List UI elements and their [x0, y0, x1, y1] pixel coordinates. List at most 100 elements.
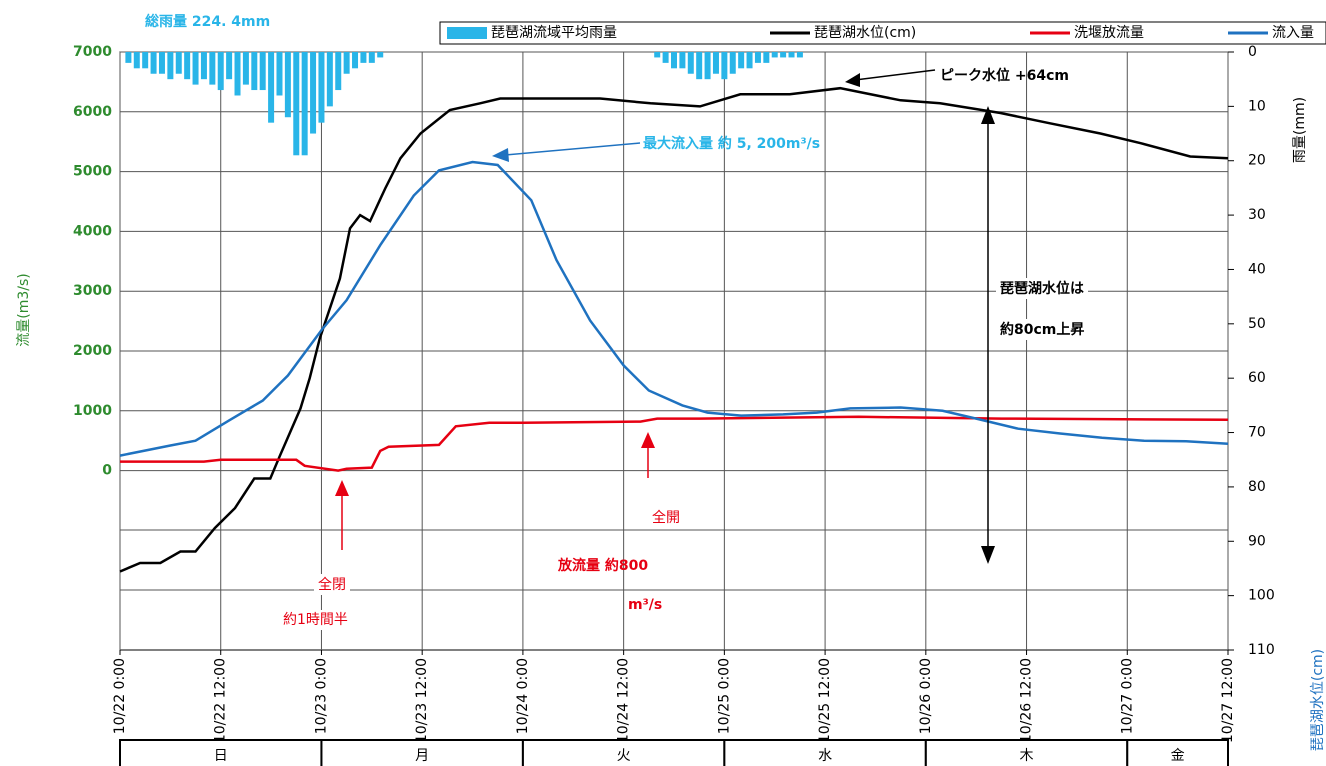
- annotation: 最大流入量 約 5, 200m³/s: [643, 135, 820, 152]
- rain-bar: [293, 52, 300, 156]
- rain-bar: [343, 52, 350, 74]
- arrowhead: [981, 106, 995, 124]
- rain-bar: [377, 52, 384, 58]
- rain-bar: [133, 52, 140, 69]
- annotation-bg: [279, 610, 352, 630]
- arrows: [335, 69, 995, 564]
- rain-bar: [142, 52, 149, 69]
- rain-bar: [679, 52, 686, 69]
- rain-bar: [226, 52, 233, 80]
- arrow: [504, 142, 641, 156]
- annotation: 全閉: [318, 576, 346, 593]
- rain-bar: [192, 52, 199, 85]
- rain-bar: [209, 52, 216, 85]
- y2-tick-label: 110: [1248, 642, 1275, 658]
- day-cell: [924, 739, 1129, 766]
- day-cell: [723, 739, 927, 766]
- legend-label: 琵琶湖水位(cm): [814, 25, 916, 41]
- annotation: 放流量 約800: [557, 557, 648, 574]
- rain-bar: [712, 52, 719, 74]
- day-label: 火: [617, 748, 631, 764]
- arrowhead: [335, 480, 349, 496]
- rain-bar: [234, 52, 241, 96]
- y-tick-label: 2000: [73, 343, 112, 359]
- rain-bar: [721, 52, 728, 80]
- y2-tick-label: 20: [1248, 153, 1266, 169]
- x-tick-label: 10/23 12:00: [414, 658, 430, 743]
- x-tick-label: 10/26 12:00: [1019, 658, 1035, 743]
- rain-bar: [788, 52, 795, 58]
- x-tick-label: 10/25 0:00: [716, 658, 732, 734]
- rain-bar: [158, 52, 165, 74]
- y-tick-label: 1000: [73, 403, 112, 419]
- annotation: 全開: [652, 509, 680, 526]
- x-tick-label: 10/26 0:00: [918, 658, 934, 734]
- day-label: 金: [1171, 748, 1185, 764]
- annotation-bg: [996, 278, 1088, 299]
- y-tick-label: 4000: [73, 223, 112, 239]
- rain-bar: [738, 52, 745, 69]
- rain-bar: [276, 52, 283, 96]
- rain-bar: [763, 52, 770, 63]
- arrowhead: [845, 73, 860, 87]
- rain-bar: [687, 52, 694, 74]
- y2-tick-label: 0: [1248, 44, 1257, 60]
- rain-bar: [335, 52, 342, 91]
- y-tick-label: 0: [102, 463, 112, 479]
- rain-bar: [368, 52, 375, 63]
- series-line: [119, 86, 1229, 573]
- annotation-bg: [314, 574, 350, 595]
- day-cell: [119, 739, 323, 766]
- rain-bar: [217, 52, 224, 91]
- rain-bar: [318, 52, 325, 123]
- y3-axis-label: 琵琶湖水位(cm): [1310, 649, 1326, 751]
- rain-bar: [771, 52, 778, 58]
- rain-bar: [671, 52, 677, 69]
- y2-tick-label: 10: [1248, 98, 1266, 114]
- rain-bar: [352, 52, 359, 69]
- series-line: [119, 160, 1229, 457]
- x-tick-label: 10/27 12:00: [1220, 658, 1236, 743]
- legend-label: 流入量: [1272, 25, 1314, 41]
- series-line: [120, 415, 1229, 472]
- rain-bar: [696, 52, 703, 80]
- y-tick-label: 6000: [73, 104, 112, 120]
- rain-bar: [150, 52, 157, 74]
- rain-bar: [125, 52, 132, 63]
- annotation: 総雨量 224. 4mm: [145, 13, 270, 30]
- legend-box: [439, 21, 1326, 45]
- rain-bar: [251, 52, 258, 91]
- day-label: 水: [818, 748, 832, 764]
- y-tick-label: 3000: [73, 283, 112, 299]
- day-label: 月: [415, 748, 429, 764]
- annotation: 琵琶湖水位は: [1000, 280, 1084, 297]
- x-tick-label: 10/23 0:00: [313, 658, 329, 734]
- legend-swatch: [447, 27, 487, 39]
- rain-bar: [310, 52, 317, 134]
- rain-bar: [242, 52, 249, 85]
- annotation: m³/s: [628, 597, 662, 613]
- rain-bar: [259, 52, 266, 91]
- rain-bar: [662, 52, 669, 63]
- rain-bar: [729, 52, 736, 74]
- y2-axis-label: 雨量(mm): [1292, 97, 1308, 163]
- legend-label: 洗堰放流量: [1074, 25, 1144, 41]
- x-tick-label: 10/27 0:00: [1119, 658, 1135, 734]
- annotation: 約1時間半: [283, 612, 348, 628]
- rain-bar: [654, 52, 661, 58]
- day-label: 木: [1020, 748, 1034, 764]
- rain-bar: [284, 52, 291, 118]
- rain-bar: [780, 52, 787, 58]
- rain-bar: [200, 52, 207, 80]
- rain-bar: [796, 52, 803, 58]
- rain-bar: [326, 52, 333, 107]
- annotation: 約80cm上昇: [1000, 321, 1084, 338]
- y-tick-label: 7000: [73, 44, 112, 60]
- rain-bar: [746, 52, 753, 69]
- rain-bar: [754, 52, 761, 63]
- y2-tick-label: 50: [1248, 316, 1266, 332]
- x-tick-label: 10/22 0:00: [112, 658, 128, 734]
- arrowhead: [641, 432, 655, 448]
- rain-bar: [360, 52, 367, 63]
- rain-bar: [704, 52, 711, 80]
